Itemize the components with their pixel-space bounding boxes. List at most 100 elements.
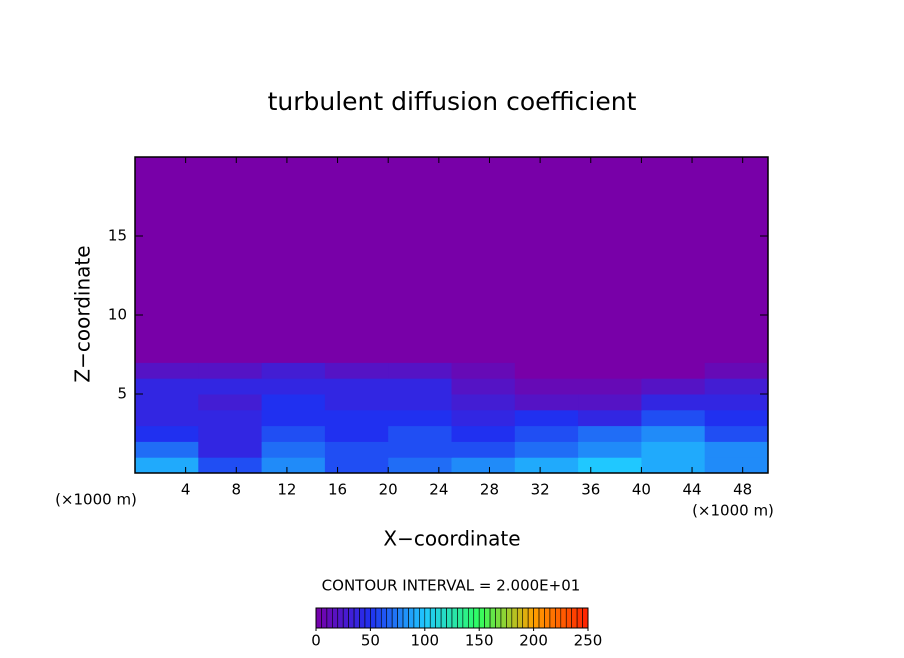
contour-cell [578,378,642,395]
colorbar-swatch [451,607,458,629]
colorbar-swatch [457,607,464,629]
colorbar-tick-label: 50 [361,632,380,650]
contour-cell [641,394,706,411]
contour-cell [514,362,579,379]
contour-cell [704,425,769,442]
colorbar-swatch [380,607,388,629]
colorbar-swatch [429,607,436,629]
contour-cell [198,457,263,474]
contour-cell [578,457,642,474]
x-tick-label: 4 [181,481,191,499]
y-axis-label: Z−coordinate [71,245,95,382]
contour-cell [451,457,516,474]
contour-cell [135,157,199,363]
colorbar-swatch [571,607,578,629]
colorbar-swatch [364,607,371,629]
colorbar-swatch [478,607,485,629]
contour-cell [704,394,769,411]
colorbar-swatch [419,607,426,629]
x-tick-label: 24 [429,481,448,499]
colorbar-swatch [391,607,398,629]
contour-cell [198,157,263,363]
contour-cell [261,457,326,474]
contour-cell [451,425,516,442]
colorbar-swatch [462,607,469,629]
contour-cell [135,409,199,427]
contour-cell [451,394,516,411]
colorbar-tick-label: 0 [311,632,321,650]
colorbar-tick-label: 200 [519,632,548,650]
colorbar-tick-label: 100 [410,632,439,650]
contour-cell [704,441,769,458]
x-tick-label: 20 [379,481,398,499]
contour-cell [198,409,263,427]
colorbar-swatch [582,607,589,629]
contour-cell [261,441,326,458]
contour-cell [388,441,452,458]
colorbar-swatch [468,607,475,629]
contour-cell [641,441,706,458]
contour-cell [135,457,199,474]
colorbar-swatch [424,607,431,629]
colorbar-swatch [326,607,333,629]
colorbar-swatch [446,607,453,629]
x-tick-label: 48 [733,481,752,499]
contour-cell [451,409,516,427]
contour-cell [388,394,452,411]
x-tick-label: 12 [277,481,296,499]
contour-cell [324,394,389,411]
colorbar-swatch [402,607,409,629]
colorbar-swatch [353,607,360,629]
colorbar-swatch [473,607,480,629]
colorbar-swatch [527,607,534,629]
colorbar-swatch [484,607,491,629]
chart-title: turbulent diffusion coefficient [268,87,637,116]
contour-cell [198,378,263,395]
contour-cell [388,425,452,442]
contour-cell [514,378,579,395]
contour-cell [578,425,642,442]
contour-cell [261,425,326,442]
colorbar-swatch [332,607,339,629]
colorbar-swatch [544,607,551,629]
contour-cell [388,157,452,363]
contour-cell [135,441,199,458]
colorbar-swatch [549,607,556,629]
contour-cell [578,157,642,363]
contour-cell [578,409,642,427]
contour-cell [198,441,263,458]
x-unit-label: (×1000 m) [692,502,774,520]
y-tick-label: 5 [117,385,127,403]
colorbar-swatch [413,607,420,629]
colorbar-swatch [440,607,447,629]
contour-cell [514,441,579,458]
contour-cell [704,157,769,363]
colorbar-frame [315,607,589,629]
contour-cell [514,457,579,474]
contour-cell [641,457,706,474]
contour-cell [388,362,452,379]
contour-cell [451,362,516,379]
colorbar-tick-label: 250 [574,632,603,650]
contour-cell [704,362,769,379]
y-tick-label: 10 [108,306,127,324]
contour-cell [135,425,199,442]
contour-cell [261,157,326,363]
contour-cell [135,362,199,379]
colorbar-swatch [321,607,328,629]
contour-cell [578,441,642,458]
colorbar-swatch [386,607,393,629]
contour-cell [261,409,326,427]
colorbar-swatch [495,607,502,629]
contour-cell [261,378,326,395]
x-axis-label: X−coordinate [383,527,520,551]
colorbar-swatch [397,607,404,629]
contour-cell [704,409,769,427]
x-tick-label: 16 [328,481,347,499]
x-tick-label: 32 [531,481,550,499]
colorbar-swatch [337,607,344,629]
contour-cell [324,409,389,427]
colorbar-swatch [370,607,377,629]
contour-interval-label: CONTOUR INTERVAL = 2.000E+01 [322,577,581,595]
contour-cell [198,394,263,411]
